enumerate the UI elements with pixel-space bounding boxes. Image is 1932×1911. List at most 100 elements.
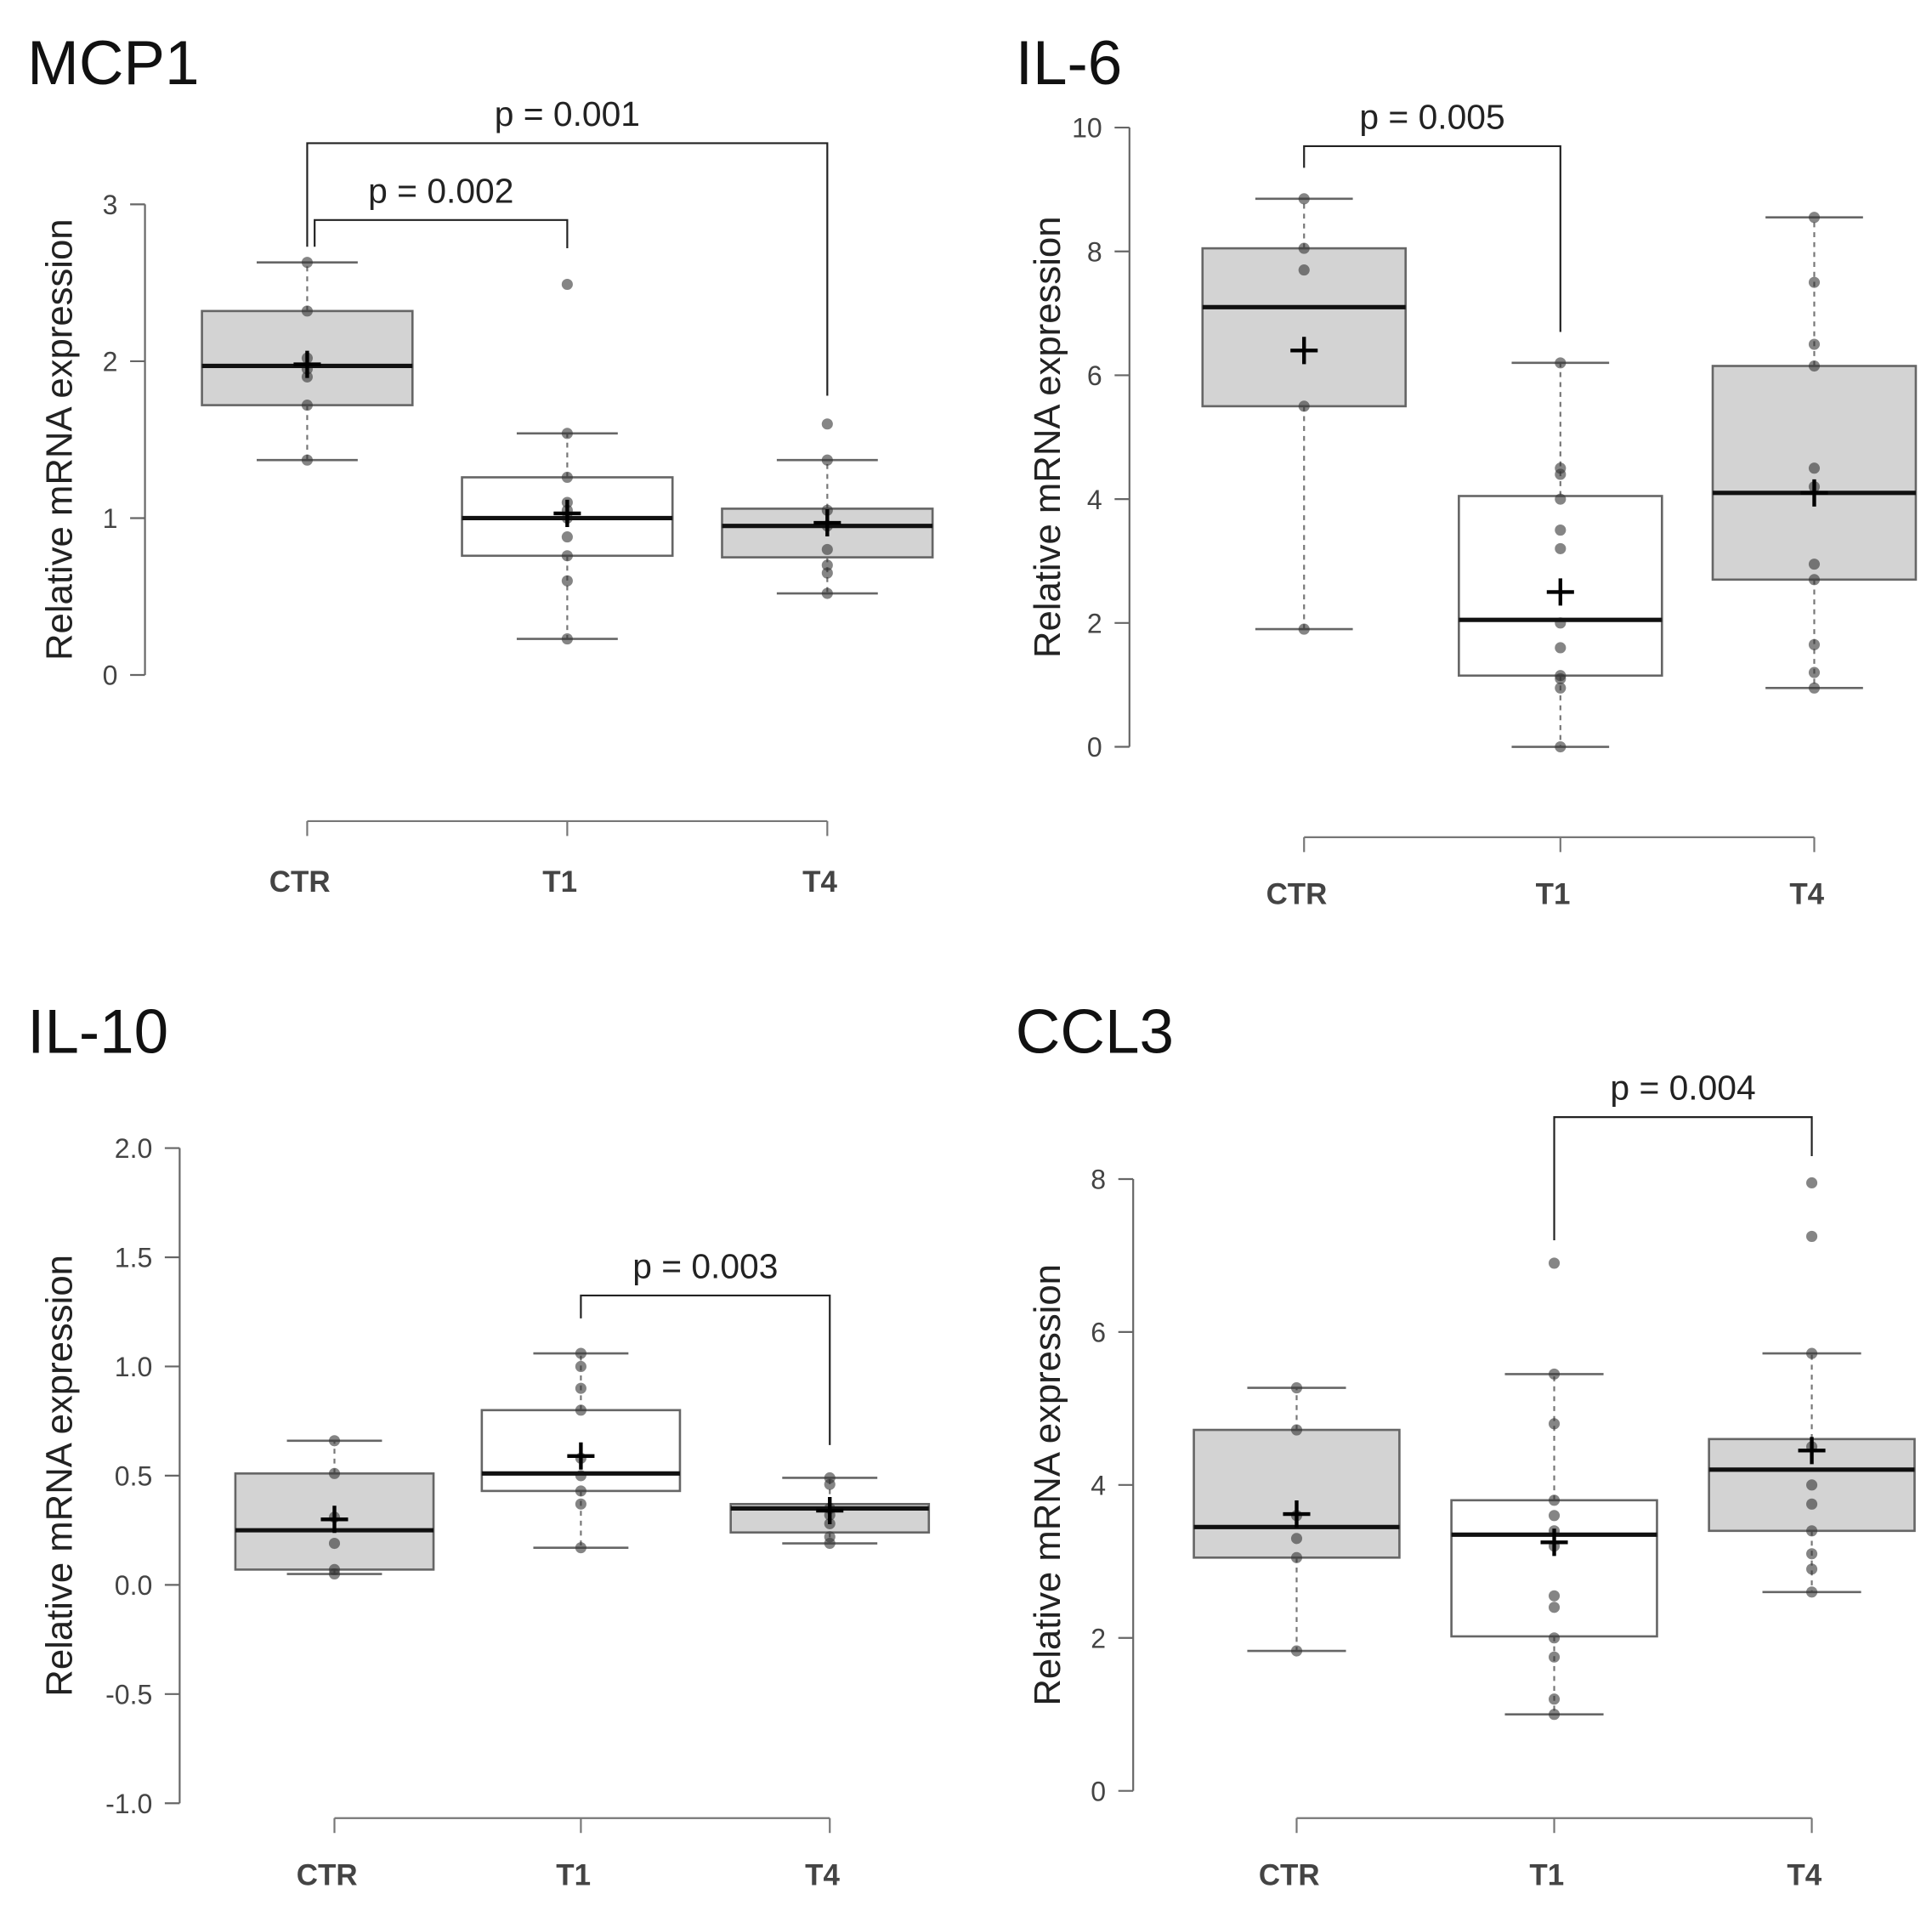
data-point [301,454,313,466]
x-tick-label-t4: T4 [805,1858,840,1891]
x-tick-label-ctr: CTR [1266,878,1328,911]
data-point [1290,1424,1303,1436]
data-point [821,543,833,555]
data-point [561,575,573,587]
box-t4 [1708,1177,1916,1598]
data-point [1808,682,1821,694]
data-point [328,1435,341,1447]
iqr-box [1450,1499,1658,1638]
mean-marker [1290,337,1318,365]
data-point [1548,1651,1561,1663]
panel-mcp1: MCP1 Relative mRNA expression 0 1 2 3 CTR T1 T4 p… [27,29,934,899]
data-point [1555,524,1567,536]
box-ctr [1193,1382,1401,1657]
box-t1 [480,1347,682,1554]
data-point [821,454,833,466]
data-point [1548,1510,1561,1522]
data-point [1808,338,1821,350]
panel-title: MCP1 [27,29,199,98]
data-point [575,1347,586,1359]
data-point [824,1537,836,1550]
data-point [821,587,833,599]
y-tick-label: -1.0 [105,1789,152,1819]
p-value-label: p = 0.003 [632,1247,778,1286]
data-point [328,1537,341,1550]
data-point [1548,1709,1561,1721]
data-point [1806,1586,1818,1598]
mean-marker [320,1506,348,1534]
data-point [328,1568,341,1580]
data-point [1298,264,1310,276]
data-point [1806,1525,1818,1537]
y-tick-label: 2 [1087,608,1102,638]
data-point [575,1485,586,1497]
data-point [301,305,313,317]
data-point [575,1382,586,1394]
data-point [561,428,573,439]
data-point [1555,642,1567,654]
data-point [1290,1551,1303,1563]
mean-marker [1540,1528,1568,1557]
y-tick-label: 8 [1091,1165,1106,1195]
y-tick-label: 1 [103,503,118,534]
data-point [1290,1382,1303,1394]
panel-title: CCL3 [1016,997,1174,1066]
data-point [1808,276,1821,288]
data-point [1548,1418,1561,1430]
data-point [561,550,573,562]
p-value-label: p = 0.005 [1359,98,1504,137]
y-tick-label: 6 [1091,1318,1106,1348]
data-point [301,400,313,411]
y-tick-label: 0.0 [115,1570,153,1601]
y-tick-label: 8 [1087,236,1102,267]
box-t4 [729,1472,931,1550]
box-t4 [1711,212,1918,694]
data-point [1298,193,1310,205]
y-tick-label: 0 [103,661,118,691]
significance-bracket [306,142,829,396]
p-value-label: p = 0.004 [1610,1069,1755,1108]
y-tick-label: 0.5 [115,1461,153,1492]
data-point [821,567,833,579]
data-point [1808,574,1821,586]
significance-bracket [1303,145,1561,332]
box-ctr [201,257,414,466]
data-point [1808,360,1821,372]
data-point [1548,1632,1561,1644]
x-tick-label-ctr: CTR [269,865,331,899]
y-tick-label: 0 [1087,732,1102,763]
y-tick-label: 6 [1087,360,1102,391]
data-point [561,278,573,291]
data-point [1808,559,1821,570]
data-point [1298,242,1310,254]
x-tick-label-ctr: CTR [1259,1858,1320,1891]
data-point [1298,623,1310,635]
data-point [1555,493,1567,505]
mean-marker [813,508,841,537]
data-point [1808,666,1821,678]
data-point [1806,1498,1818,1510]
box-t4 [721,418,934,599]
data-point [1548,1590,1561,1602]
data-point [301,257,313,269]
x-tick-label-t4: T4 [802,865,837,899]
data-point [1548,1257,1561,1269]
data-point [1548,1693,1561,1705]
data-point [1806,1563,1818,1575]
data-point [1808,462,1821,474]
data-point [561,471,573,484]
data-point [1808,212,1821,224]
y-tick-label: 0 [1091,1776,1106,1806]
mean-marker [1800,479,1828,507]
box-t1 [1458,357,1663,753]
data-point [1298,400,1310,412]
data-point [1548,1602,1561,1613]
data-point [575,1542,586,1554]
y-tick-label: 2 [103,347,118,377]
mean-marker [1546,578,1574,606]
panel-il6: IL-6 Relative mRNA expression 0 2 4 6 8 10 CTR T1… [1016,29,1918,911]
x-tick-label-t1: T1 [556,1858,591,1891]
p-value-label: p = 0.002 [368,171,513,210]
p-value-label: p = 0.001 [495,94,640,133]
